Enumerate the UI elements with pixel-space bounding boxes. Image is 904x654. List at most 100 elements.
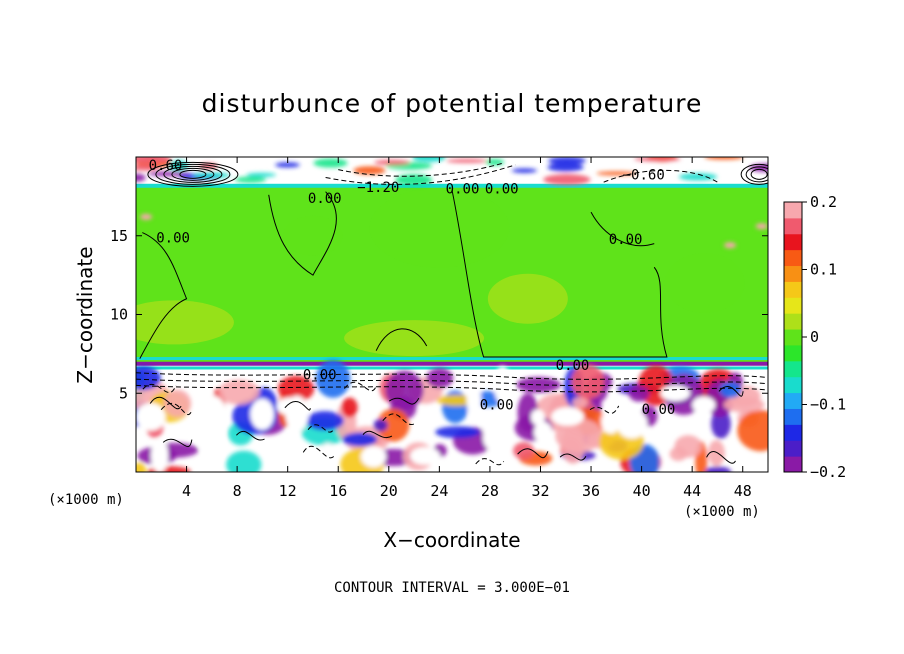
colorbar-swatch xyxy=(784,297,802,314)
upper-streak xyxy=(678,173,718,181)
x-axis-label: X−coordinate xyxy=(383,528,520,552)
neutral-hole xyxy=(410,447,441,465)
x-tick-label: 36 xyxy=(582,482,600,500)
upper-streak xyxy=(634,157,681,162)
neutral-hole xyxy=(660,385,691,402)
x-tick-label: 16 xyxy=(329,482,347,500)
disturbance-blob xyxy=(315,359,351,398)
disturbance-blob xyxy=(669,447,688,462)
colorbar-swatch xyxy=(784,360,802,378)
disturbance-blob xyxy=(719,381,742,398)
neutral-hole xyxy=(466,384,482,417)
cool-patch xyxy=(282,215,343,256)
negative-contour xyxy=(136,372,768,380)
upper-edge-cyan xyxy=(136,183,768,188)
disturbance-blob xyxy=(305,411,344,431)
y-tick-label: 10 xyxy=(110,306,128,324)
disturbance-blob xyxy=(136,366,161,390)
disturbance-blob xyxy=(342,432,378,447)
disturbance-blob xyxy=(561,426,585,464)
negative-contour xyxy=(136,378,768,387)
negative-contour xyxy=(517,448,549,459)
positive-contour xyxy=(718,386,744,397)
positive-contour xyxy=(162,438,193,447)
negative-contour xyxy=(344,381,377,392)
colorbar-swatch xyxy=(784,313,802,330)
x-tick-label: 28 xyxy=(481,482,499,500)
x-tick-label: 8 xyxy=(233,482,242,500)
neutral-hole xyxy=(198,395,227,431)
negative-contour xyxy=(382,413,417,425)
colorbar-swatch xyxy=(784,202,802,219)
upper-streak xyxy=(234,176,267,183)
zero-contour xyxy=(590,211,655,247)
negative-contour xyxy=(325,164,516,185)
disturbance-blob xyxy=(737,410,768,452)
positive-contour xyxy=(284,400,311,411)
positive-contour xyxy=(236,430,265,441)
x-tick-label: 32 xyxy=(531,482,549,500)
positive-contour xyxy=(149,396,182,410)
disturbance-blob xyxy=(707,440,725,467)
x-axis-ticks: 4 8 12 16 20 24 28 32 36 40 44 48 xyxy=(182,157,752,500)
colorbar-label: −0.2 xyxy=(810,463,846,481)
upper-contour xyxy=(745,166,768,183)
upper-contour xyxy=(750,168,768,180)
neutral-hole xyxy=(360,445,387,468)
neutral-hole xyxy=(692,396,716,414)
x-tick-label: 40 xyxy=(633,482,651,500)
colorbar-swatch xyxy=(784,440,802,457)
contour-label: 0.00 xyxy=(556,358,590,374)
upper-contour xyxy=(163,165,223,183)
neutral-hole xyxy=(150,438,169,472)
x-tick-label: 20 xyxy=(380,482,398,500)
colorbar-swatch xyxy=(784,456,802,473)
colorbar-swatch xyxy=(784,376,802,394)
chart-title: disturbunce of potential temperature xyxy=(202,89,703,118)
x-tick-label: 4 xyxy=(182,482,191,500)
disturbance-blob xyxy=(277,375,315,402)
upper-streak xyxy=(246,172,277,178)
neutral-hole xyxy=(494,365,512,404)
x-tick-label: 44 xyxy=(683,482,701,500)
disturbance-blob xyxy=(377,408,410,442)
warm-patch xyxy=(344,320,485,357)
negative-contour xyxy=(475,458,505,466)
contour-label: 0.00 xyxy=(485,182,519,198)
cool-patch xyxy=(369,187,510,268)
contour-label: −0.60 xyxy=(623,167,665,183)
positive-contour xyxy=(589,405,620,414)
negative-contour xyxy=(559,453,587,461)
disturbance-blob xyxy=(711,409,731,439)
upper-contour xyxy=(179,169,207,179)
disturbance-blob xyxy=(436,395,476,406)
warm-patch xyxy=(487,273,568,324)
contour-label: 0.00 xyxy=(480,397,514,413)
y-tick-label: 15 xyxy=(110,227,128,245)
upper-contour xyxy=(740,163,768,185)
upper-streak xyxy=(313,158,348,168)
cold-layer-edge xyxy=(136,366,768,370)
colorbar-swatch xyxy=(784,265,802,282)
cold-layer-edge xyxy=(136,357,768,361)
upper-streak xyxy=(353,166,386,175)
upper-contour xyxy=(147,161,239,187)
zero-contour xyxy=(268,191,337,276)
warm-spot xyxy=(724,242,737,249)
disturbance-blob xyxy=(136,462,147,472)
disturbance-blob xyxy=(218,379,260,405)
contour-label: −1.20 xyxy=(357,180,399,196)
disturbance-blob xyxy=(163,389,192,418)
negative-contour xyxy=(706,451,736,464)
contour-label: 0.00 xyxy=(642,402,676,418)
negative-contour xyxy=(160,402,193,416)
negative-contour xyxy=(603,169,718,183)
colorbar-swatch xyxy=(784,392,802,409)
y-axis-ticks: 5 10 15 xyxy=(110,227,768,402)
disturbance-blob xyxy=(572,396,588,409)
neutral-hole xyxy=(601,409,621,434)
disturbance-blob xyxy=(628,385,650,402)
upper-streak xyxy=(446,158,488,163)
contour-label: 0.00 xyxy=(308,191,342,207)
